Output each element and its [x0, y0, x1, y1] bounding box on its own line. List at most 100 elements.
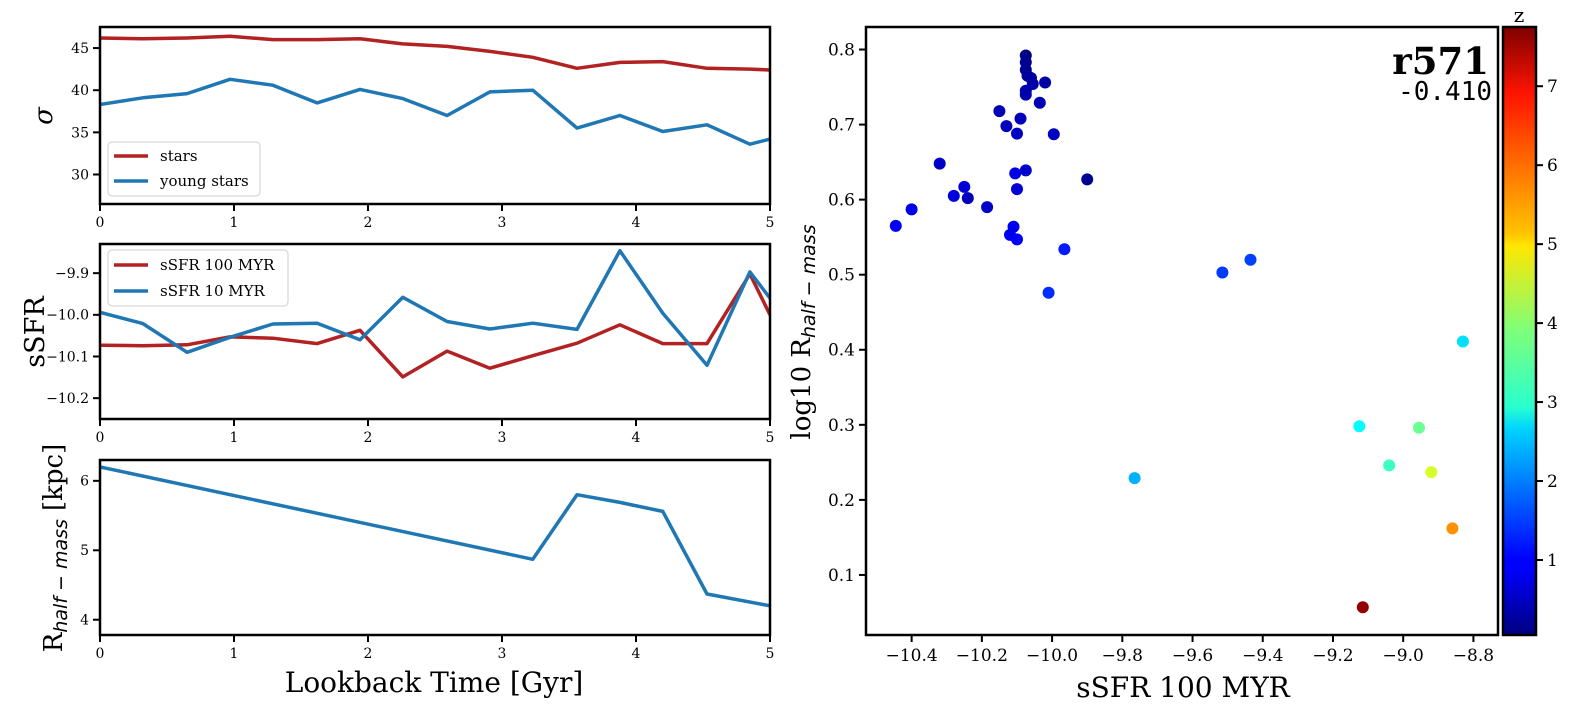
x-tick-label-1-3: 3: [498, 215, 507, 231]
scatter-point-33: [1042, 286, 1055, 299]
x-tick-label-1-5: 5: [766, 215, 775, 231]
scatter-point-35: [1353, 420, 1366, 433]
ssfr-panel: sSFR sSFR 100 MYR sSFR 10 MYR 0 1 2 3 4 5 −9.9…: [20, 242, 774, 446]
legend-label-stars: stars: [160, 147, 198, 165]
scatter-point-21: [1011, 183, 1023, 196]
y-tick-label-4-0: 0.1: [828, 566, 855, 586]
colorbar-tick-label-1: 2: [1547, 472, 1558, 492]
colorbar-tick-label-5: 6: [1547, 156, 1558, 176]
x-tick-label-4-8: −8.8: [1453, 646, 1494, 666]
rhalf-panel: Rhalf − mass [kpc] Lookback Time [Gyr] 0 1…: [39, 444, 774, 699]
scatter-point-22: [947, 189, 960, 202]
axes-frame-3: [98, 458, 772, 637]
scatter-point-7: [1039, 76, 1052, 89]
series-line-p2-2: [100, 248, 770, 368]
rhalf-ylabel-main: R: [39, 631, 69, 652]
x-tick-label-2-0: 0: [96, 430, 105, 446]
scatter-point-9: [1019, 88, 1032, 101]
scatter-point-25: [905, 203, 918, 216]
scatter-point-19: [1081, 173, 1094, 186]
x-tick-label-1-1: 1: [230, 215, 239, 231]
x-tick-label-4-2: −10.0: [1026, 646, 1078, 666]
scatter-point-24: [981, 201, 994, 214]
scatter-point-37: [1383, 459, 1396, 472]
x-tick-label-4-3: −9.8: [1102, 646, 1143, 666]
scatter-point-26: [889, 219, 902, 232]
scatter-point-30: [1058, 243, 1071, 256]
rhalf-ylabel: Rhalf − mass [kpc]: [39, 444, 72, 652]
y-tick-label-3-0: 4: [80, 613, 89, 629]
series-line-p3-1: [100, 465, 770, 608]
colorbar-tick-label-2: 3: [1547, 393, 1558, 413]
x-tick-label-3-0: 0: [96, 646, 105, 662]
scatter-point-32: [1216, 266, 1229, 279]
scatter-point-15: [1047, 128, 1060, 141]
scatter-point-23: [961, 192, 974, 205]
plot-area-1: [100, 34, 770, 146]
colorbar: z 1 2 3 4 5 6 7: [1501, 3, 1558, 637]
y-tick-label-1-0: 30: [71, 167, 89, 183]
scatter-ylabel: log10 Rhalf − mass: [787, 224, 820, 439]
x-tick-label-3-5: 5: [766, 646, 775, 662]
scatter-point-18: [1009, 167, 1022, 180]
x-tick-label-1-4: 4: [632, 215, 641, 231]
colorbar-tick-label-3: 4: [1547, 314, 1558, 334]
axes-frame-2: [98, 242, 772, 421]
plot-area-2: [100, 248, 770, 379]
x-tick-label-2-4: 4: [632, 430, 641, 446]
y-tick-label-1-1: 35: [71, 125, 89, 141]
ssfr-legend-frame: [107, 249, 289, 307]
y-tick-label-2-0: −9.9: [55, 266, 89, 282]
scatter-ylabel-sub: half − mass: [798, 224, 820, 338]
scatter-panel: log10 Rhalf − mass sSFR 100 MYR r571 -0.…: [787, 25, 1500, 704]
axes-frame-4: [864, 25, 1500, 637]
y-tick-label-3-2: 6: [80, 474, 89, 490]
x-tick-label-3-2: 2: [364, 646, 373, 662]
colorbar-tick-label-6: 7: [1547, 77, 1558, 97]
y-tick-label-2-1: −10.0: [46, 308, 89, 324]
x-tick-label-1-0: 0: [96, 215, 105, 231]
scatter-xlabel: sSFR 100 MYR: [1076, 671, 1290, 704]
series-line-p1-2: [100, 77, 770, 146]
legend-label-ssfr-10: sSFR 10 MYR: [160, 282, 266, 300]
y-tick-label-4-2: 0.3: [828, 416, 855, 436]
rhalf-ylabel-unit: [kpc]: [39, 444, 69, 511]
scatter-point-16: [933, 157, 946, 170]
y-tick-label-4-6: 0.7: [828, 116, 855, 136]
ssfr-legend: sSFR 100 MYR sSFR 10 MYR: [107, 249, 289, 307]
x-tick-label-4-4: −9.6: [1172, 646, 1213, 666]
colorbar-gradient: [1501, 25, 1538, 637]
series-line-p2-1: [100, 272, 770, 379]
annotation-value: -0.410: [1398, 77, 1492, 107]
scatter-point-12: [1014, 112, 1027, 125]
rhalf-ylabel-sub: half − mass: [50, 519, 72, 633]
scatter-point-34: [1456, 335, 1469, 348]
series-line-p1-1: [100, 34, 770, 72]
x-tick-label-2-2: 2: [364, 430, 373, 446]
scatter-point-38: [1425, 466, 1438, 479]
plot-area-4: [889, 49, 1469, 614]
annotation-title: r571: [1392, 39, 1489, 83]
legend-label-young-stars: young stars: [159, 172, 249, 190]
scatter-ylabel-main: log10 R: [787, 337, 817, 440]
scatter-point-41: [1356, 601, 1369, 614]
sigma-legend: stars young stars: [107, 141, 261, 197]
scatter-point-14: [1011, 127, 1023, 140]
x-tick-label-4-6: −9.2: [1312, 646, 1353, 666]
y-tick-label-4-3: 0.4: [828, 341, 855, 361]
scatter-point-39: [1128, 472, 1141, 485]
plot-area-3: [100, 465, 770, 608]
scatter-point-11: [993, 105, 1006, 118]
y-tick-label-2-3: −10.2: [46, 391, 89, 407]
x-tick-label-4-1: −10.2: [956, 646, 1008, 666]
x-tick-label-3-4: 4: [632, 646, 641, 662]
x-tick-label-2-3: 3: [498, 430, 507, 446]
x-tick-label-3-1: 1: [230, 646, 239, 662]
scatter-point-29: [1011, 233, 1023, 246]
scatter-point-20: [958, 180, 971, 193]
scatter-point-36: [1413, 421, 1425, 434]
x-tick-label-4-5: −9.4: [1242, 646, 1283, 666]
sigma-ylabel: σ: [29, 106, 59, 125]
legend-label-ssfr-100: sSFR 100 MYR: [160, 256, 275, 274]
